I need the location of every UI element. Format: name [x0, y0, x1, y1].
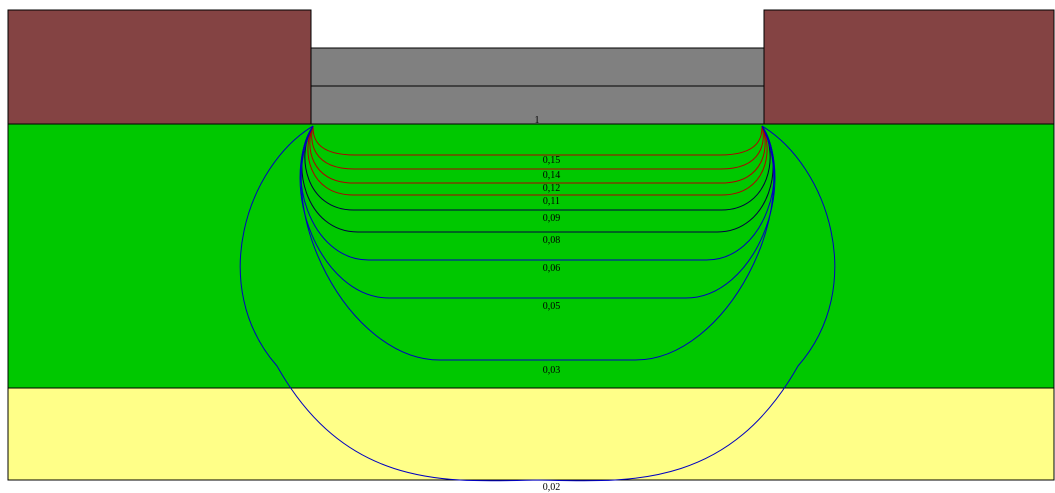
- contour-label: 0,02: [543, 482, 561, 493]
- contour-line: [307, 125, 768, 196]
- contour-label: 0,09: [543, 213, 561, 224]
- contour-label: 0,06: [543, 263, 561, 274]
- gray-layer-top: [310, 47, 765, 87]
- contour-line: [300, 125, 775, 361]
- contour-label: 0,12: [543, 183, 561, 194]
- surface-potential-label: 1: [535, 115, 540, 126]
- contour-label: 0,11: [543, 196, 560, 207]
- electrode-right: [763, 9, 1055, 125]
- contour-line: [304, 125, 771, 211]
- contour-label: 0,08: [543, 235, 561, 246]
- contour-line: [309, 125, 766, 184]
- contour-label: 0,14: [543, 170, 561, 181]
- contour-label: 0,15: [543, 155, 561, 166]
- contour-lines: [239, 125, 836, 482]
- contour-line: [299, 125, 776, 299]
- base-layer: [7, 387, 1055, 481]
- electrode-left: [7, 9, 312, 125]
- contour-labels: 0,15 0,14 0,12 0,11 0,09 0,08 0,06 0,05 0,03 0,02: [543, 155, 561, 493]
- contour-label: 0,05: [543, 301, 561, 312]
- substrate-layer: [7, 123, 1055, 389]
- gray-layer-bottom: [310, 85, 765, 125]
- contour-label: 0,03: [543, 365, 561, 376]
- contour-line: [239, 125, 836, 482]
- contour-line: [311, 125, 764, 170]
- contour-line: [312, 125, 763, 156]
